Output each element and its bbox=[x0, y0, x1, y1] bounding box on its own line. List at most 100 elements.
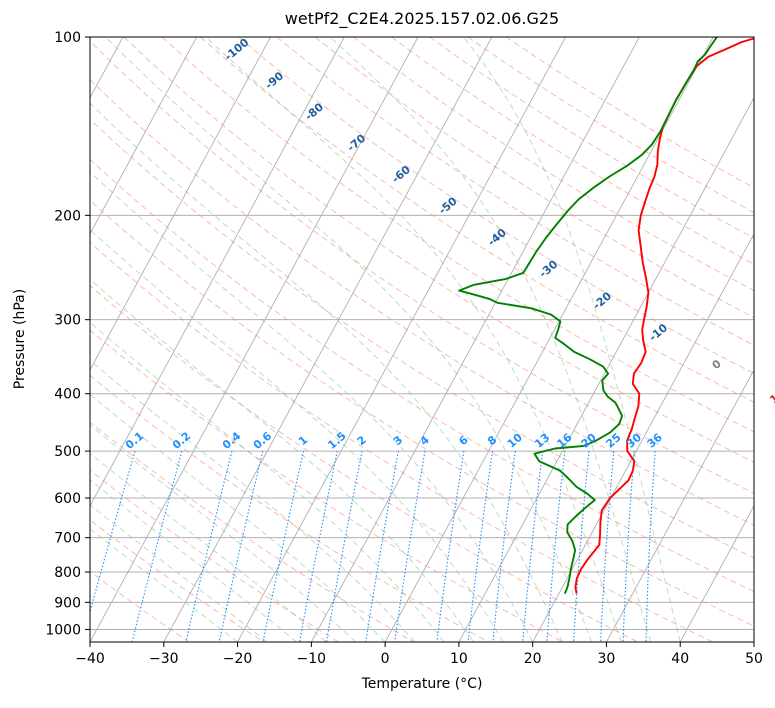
dry-adiabat-label: -60 bbox=[389, 163, 413, 186]
mixing-ratio-label: 0.6 bbox=[251, 429, 275, 452]
sounding-series-layer bbox=[458, 37, 754, 594]
x-tick-label: −10 bbox=[297, 651, 327, 667]
y-tick-label: 1000 bbox=[45, 622, 81, 638]
y-tick-label: 900 bbox=[54, 595, 81, 611]
dry-adiabat-line bbox=[391, 37, 754, 265]
mixing-ratio-line bbox=[600, 451, 615, 642]
isotherm-line bbox=[237, 37, 567, 642]
moist-adiabat-line bbox=[90, 229, 504, 642]
moist-adiabat-line bbox=[90, 359, 415, 642]
dry-adiabat-line bbox=[90, 199, 754, 627]
x-tick-label: 40 bbox=[671, 651, 689, 667]
dry-adiabat-line bbox=[199, 37, 754, 403]
mixing-ratio-label: 0.1 bbox=[123, 429, 146, 451]
axes-layer: −40 −30 −20 −10 0 10 20 30 40 5010020030040050060… bbox=[45, 30, 763, 667]
x-tick-label: 0 bbox=[381, 651, 390, 667]
x-tick-label: −20 bbox=[223, 651, 253, 667]
dry-adiabat-label: -30 bbox=[537, 257, 561, 280]
moist-adiabat-line bbox=[90, 393, 386, 642]
dry-adiabat-line bbox=[90, 79, 754, 526]
dry-adiabat-line bbox=[90, 374, 489, 642]
plot-frame bbox=[89, 36, 755, 643]
mixing-ratio-label: 36 bbox=[645, 431, 665, 451]
mixing-ratio-line bbox=[467, 451, 494, 642]
dry-adiabat-line bbox=[90, 158, 754, 593]
isotherm-line bbox=[606, 368, 754, 642]
dewpoint-line bbox=[458, 37, 718, 594]
isotherm-line bbox=[384, 37, 714, 642]
y-tick-label: 600 bbox=[54, 491, 81, 507]
mixing-ratio-label: 1 bbox=[296, 433, 310, 448]
dry-adiabat-label: -100 bbox=[222, 36, 252, 64]
dry-adiabat-label: 10 bbox=[767, 387, 775, 407]
mixing-ratio-line bbox=[218, 450, 264, 642]
isotherm-line bbox=[458, 96, 754, 642]
x-tick-label: 20 bbox=[524, 651, 542, 667]
mixing-ratio-label: 6 bbox=[456, 433, 470, 448]
dry-adiabat-line bbox=[505, 37, 754, 189]
dry-adiabat-line bbox=[161, 37, 754, 433]
mixing-ratio-line bbox=[645, 451, 656, 642]
mixing-ratio-line bbox=[131, 450, 183, 642]
mixing-ratio-label: 2 bbox=[355, 433, 369, 448]
dry-adiabat-label: -50 bbox=[436, 194, 460, 217]
dry-adiabat-line bbox=[90, 329, 564, 642]
dry-adiabat-label: -80 bbox=[302, 100, 326, 123]
mixing-ratio-line bbox=[546, 451, 566, 642]
mixing-ratio-label: 10 bbox=[505, 431, 525, 451]
moist-adiabat-line bbox=[90, 504, 268, 642]
mixing-ratio-line bbox=[492, 451, 516, 642]
y-tick-label: 200 bbox=[54, 208, 81, 224]
dry-adiabat-line bbox=[90, 421, 414, 642]
moist-adiabat-line bbox=[90, 452, 327, 642]
moist-adiabat-line bbox=[90, 102, 563, 642]
mixing-ratio-label: 1.5 bbox=[325, 429, 348, 451]
dry-adiabat-label: -20 bbox=[590, 289, 614, 312]
mixing-ratio-label: 13 bbox=[532, 431, 552, 451]
mixing-ratio-label: 3 bbox=[391, 433, 405, 448]
dry-adiabat-line bbox=[238, 37, 754, 375]
isotherm-line bbox=[532, 232, 754, 642]
mixing-ratio-line bbox=[622, 451, 635, 642]
mixing-ratio-line bbox=[185, 450, 233, 642]
mixing-ratio-line bbox=[572, 451, 590, 642]
moist-adiabat-line bbox=[90, 479, 297, 642]
isotherm-line bbox=[753, 641, 754, 642]
moist-adiabat-line bbox=[205, 37, 622, 642]
isotherm-line bbox=[163, 37, 493, 642]
mixing-ratio-label: 4 bbox=[418, 433, 432, 448]
dry-adiabat-line bbox=[90, 469, 339, 642]
isotherm-line bbox=[90, 37, 345, 507]
line-labels-layer: 0.1 0.2 0.4 0.6 1 1.5 2 3 4 6 8 10 13 16 20 25 30 36-100-… bbox=[123, 36, 775, 452]
chart-title: wetPf2_C2E4.2025.157.02.06.G25 bbox=[284, 9, 560, 28]
isotherm-line bbox=[679, 505, 754, 642]
moist-adiabat-line bbox=[463, 37, 681, 642]
y-tick-label: 700 bbox=[54, 531, 81, 547]
moist-adiabat-line bbox=[90, 321, 445, 642]
dry-adiabat-line bbox=[90, 519, 265, 642]
moist-adiabat-line bbox=[90, 278, 475, 642]
isotherm-line bbox=[0, 37, 49, 642]
y-tick-label: 100 bbox=[54, 30, 81, 46]
dry-adiabat-line bbox=[352, 37, 754, 292]
dry-adiabat-line bbox=[467, 37, 754, 214]
isotherm-line bbox=[90, 37, 271, 371]
moist-adiabat-line bbox=[105, 37, 593, 642]
dry-adiabat-line bbox=[429, 37, 754, 239]
x-tick-label: 10 bbox=[450, 651, 468, 667]
x-tick-label: −40 bbox=[75, 651, 105, 667]
y-tick-label: 300 bbox=[54, 313, 81, 329]
isotherm-line bbox=[90, 37, 124, 99]
y-tick-label: 400 bbox=[54, 387, 81, 403]
mixing-ratio-line bbox=[436, 451, 465, 642]
moist-adiabat-line bbox=[90, 528, 238, 642]
moist-adiabat-line bbox=[329, 37, 652, 642]
x-axis-label: Temperature (°C) bbox=[361, 676, 483, 692]
dry-adiabat-label: -40 bbox=[485, 226, 509, 249]
dry-adiabat-label: -90 bbox=[263, 69, 287, 92]
mixing-ratio-label: 0.2 bbox=[170, 429, 193, 451]
y-tick-label: 800 bbox=[54, 565, 81, 581]
mixing-ratio-line bbox=[522, 451, 544, 642]
x-tick-label: −30 bbox=[149, 651, 179, 667]
